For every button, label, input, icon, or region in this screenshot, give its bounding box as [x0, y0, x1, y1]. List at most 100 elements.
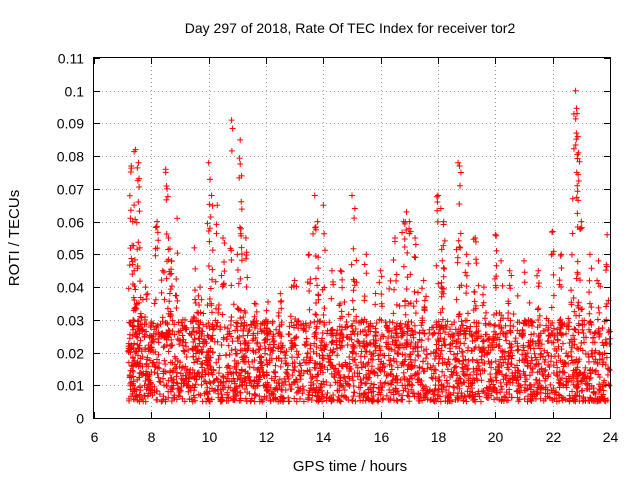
- data-point: [528, 323, 535, 330]
- data-point: [436, 374, 443, 381]
- data-point: [492, 358, 499, 365]
- data-point: [319, 329, 326, 336]
- data-point: [356, 393, 363, 400]
- data-point: [596, 374, 603, 381]
- data-point: [502, 373, 509, 380]
- data-point: [435, 378, 442, 385]
- data-point: [520, 368, 527, 375]
- data-point: [163, 196, 170, 203]
- data-point: [142, 313, 149, 320]
- data-point: [277, 340, 284, 347]
- y-tick-label: 0.08: [57, 149, 84, 165]
- data-point: [301, 341, 308, 348]
- data-point: [285, 398, 292, 405]
- data-point: [210, 366, 217, 373]
- data-point: [550, 292, 557, 299]
- data-point: [462, 269, 469, 276]
- data-point: [263, 307, 270, 314]
- data-point: [377, 267, 384, 274]
- data-point: [375, 384, 382, 391]
- data-point: [142, 284, 149, 291]
- data-point: [164, 185, 171, 192]
- data-point: [204, 395, 211, 402]
- y-tick-label: 0.11: [58, 51, 84, 67]
- data-point: [399, 382, 406, 389]
- data-point: [228, 282, 235, 289]
- data-point: [137, 278, 144, 285]
- data-point: [505, 309, 512, 316]
- data-point: [479, 291, 486, 298]
- data-point: [519, 351, 526, 358]
- data-point: [491, 396, 498, 403]
- x-tick-label: 18: [431, 429, 447, 445]
- data-point: [220, 386, 227, 393]
- data-point: [179, 395, 186, 402]
- data-point: [565, 360, 572, 367]
- data-point: [366, 374, 373, 381]
- data-point: [234, 267, 241, 273]
- data-point: [305, 252, 312, 259]
- data-point: [317, 342, 324, 349]
- data-point: [457, 375, 464, 382]
- data-point: [361, 353, 368, 360]
- data-point: [311, 192, 318, 199]
- data-point: [465, 260, 472, 267]
- data-point: [155, 351, 162, 358]
- data-point: [283, 359, 290, 366]
- data-point: [165, 348, 172, 355]
- data-point: [125, 285, 132, 292]
- data-point: [161, 343, 168, 350]
- data-point: [404, 274, 411, 281]
- data-point: [295, 317, 302, 324]
- data-point: [338, 308, 345, 315]
- data-point: [450, 383, 457, 390]
- data-point: [514, 343, 521, 350]
- data-point: [393, 277, 400, 284]
- data-point: [287, 385, 294, 392]
- data-point: [574, 258, 581, 265]
- data-point: [350, 245, 357, 252]
- data-point: [251, 391, 258, 398]
- data-point: [187, 371, 194, 378]
- data-point: [153, 223, 160, 230]
- data-point: [387, 277, 394, 284]
- data-point: [168, 257, 175, 264]
- data-point: [334, 352, 341, 359]
- data-point: [326, 319, 333, 326]
- data-point: [206, 201, 213, 208]
- chart-title: Day 297 of 2018, Rate Of TEC Index for r…: [185, 20, 516, 36]
- data-point: [261, 339, 268, 346]
- data-point: [345, 311, 352, 318]
- data-point: [183, 353, 190, 360]
- data-point: [442, 329, 449, 336]
- data-point: [549, 251, 556, 258]
- data-point: [134, 352, 141, 359]
- data-point: [155, 329, 162, 336]
- data-point: [533, 356, 540, 363]
- x-tick-label: 6: [91, 429, 99, 445]
- data-point: [514, 292, 521, 299]
- data-point: [592, 356, 599, 363]
- data-point: [169, 368, 176, 375]
- data-point: [578, 340, 585, 347]
- data-point: [514, 327, 521, 334]
- data-point: [158, 289, 165, 296]
- data-point: [208, 192, 215, 199]
- data-point: [291, 277, 298, 284]
- data-point: [403, 208, 410, 215]
- data-point: [344, 341, 351, 348]
- data-point: [401, 236, 408, 242]
- data-point: [593, 367, 600, 374]
- data-point: [344, 323, 351, 330]
- data-point: [312, 360, 319, 367]
- data-point: [355, 338, 362, 345]
- data-point: [310, 230, 317, 237]
- data-point: [568, 348, 575, 355]
- data-point: [460, 322, 467, 329]
- data-point: [273, 326, 280, 333]
- data-point: [225, 362, 232, 369]
- data-point: [443, 377, 450, 384]
- y-tick-label: 0.04: [57, 280, 84, 296]
- data-point: [211, 377, 218, 384]
- data-point: [445, 356, 452, 363]
